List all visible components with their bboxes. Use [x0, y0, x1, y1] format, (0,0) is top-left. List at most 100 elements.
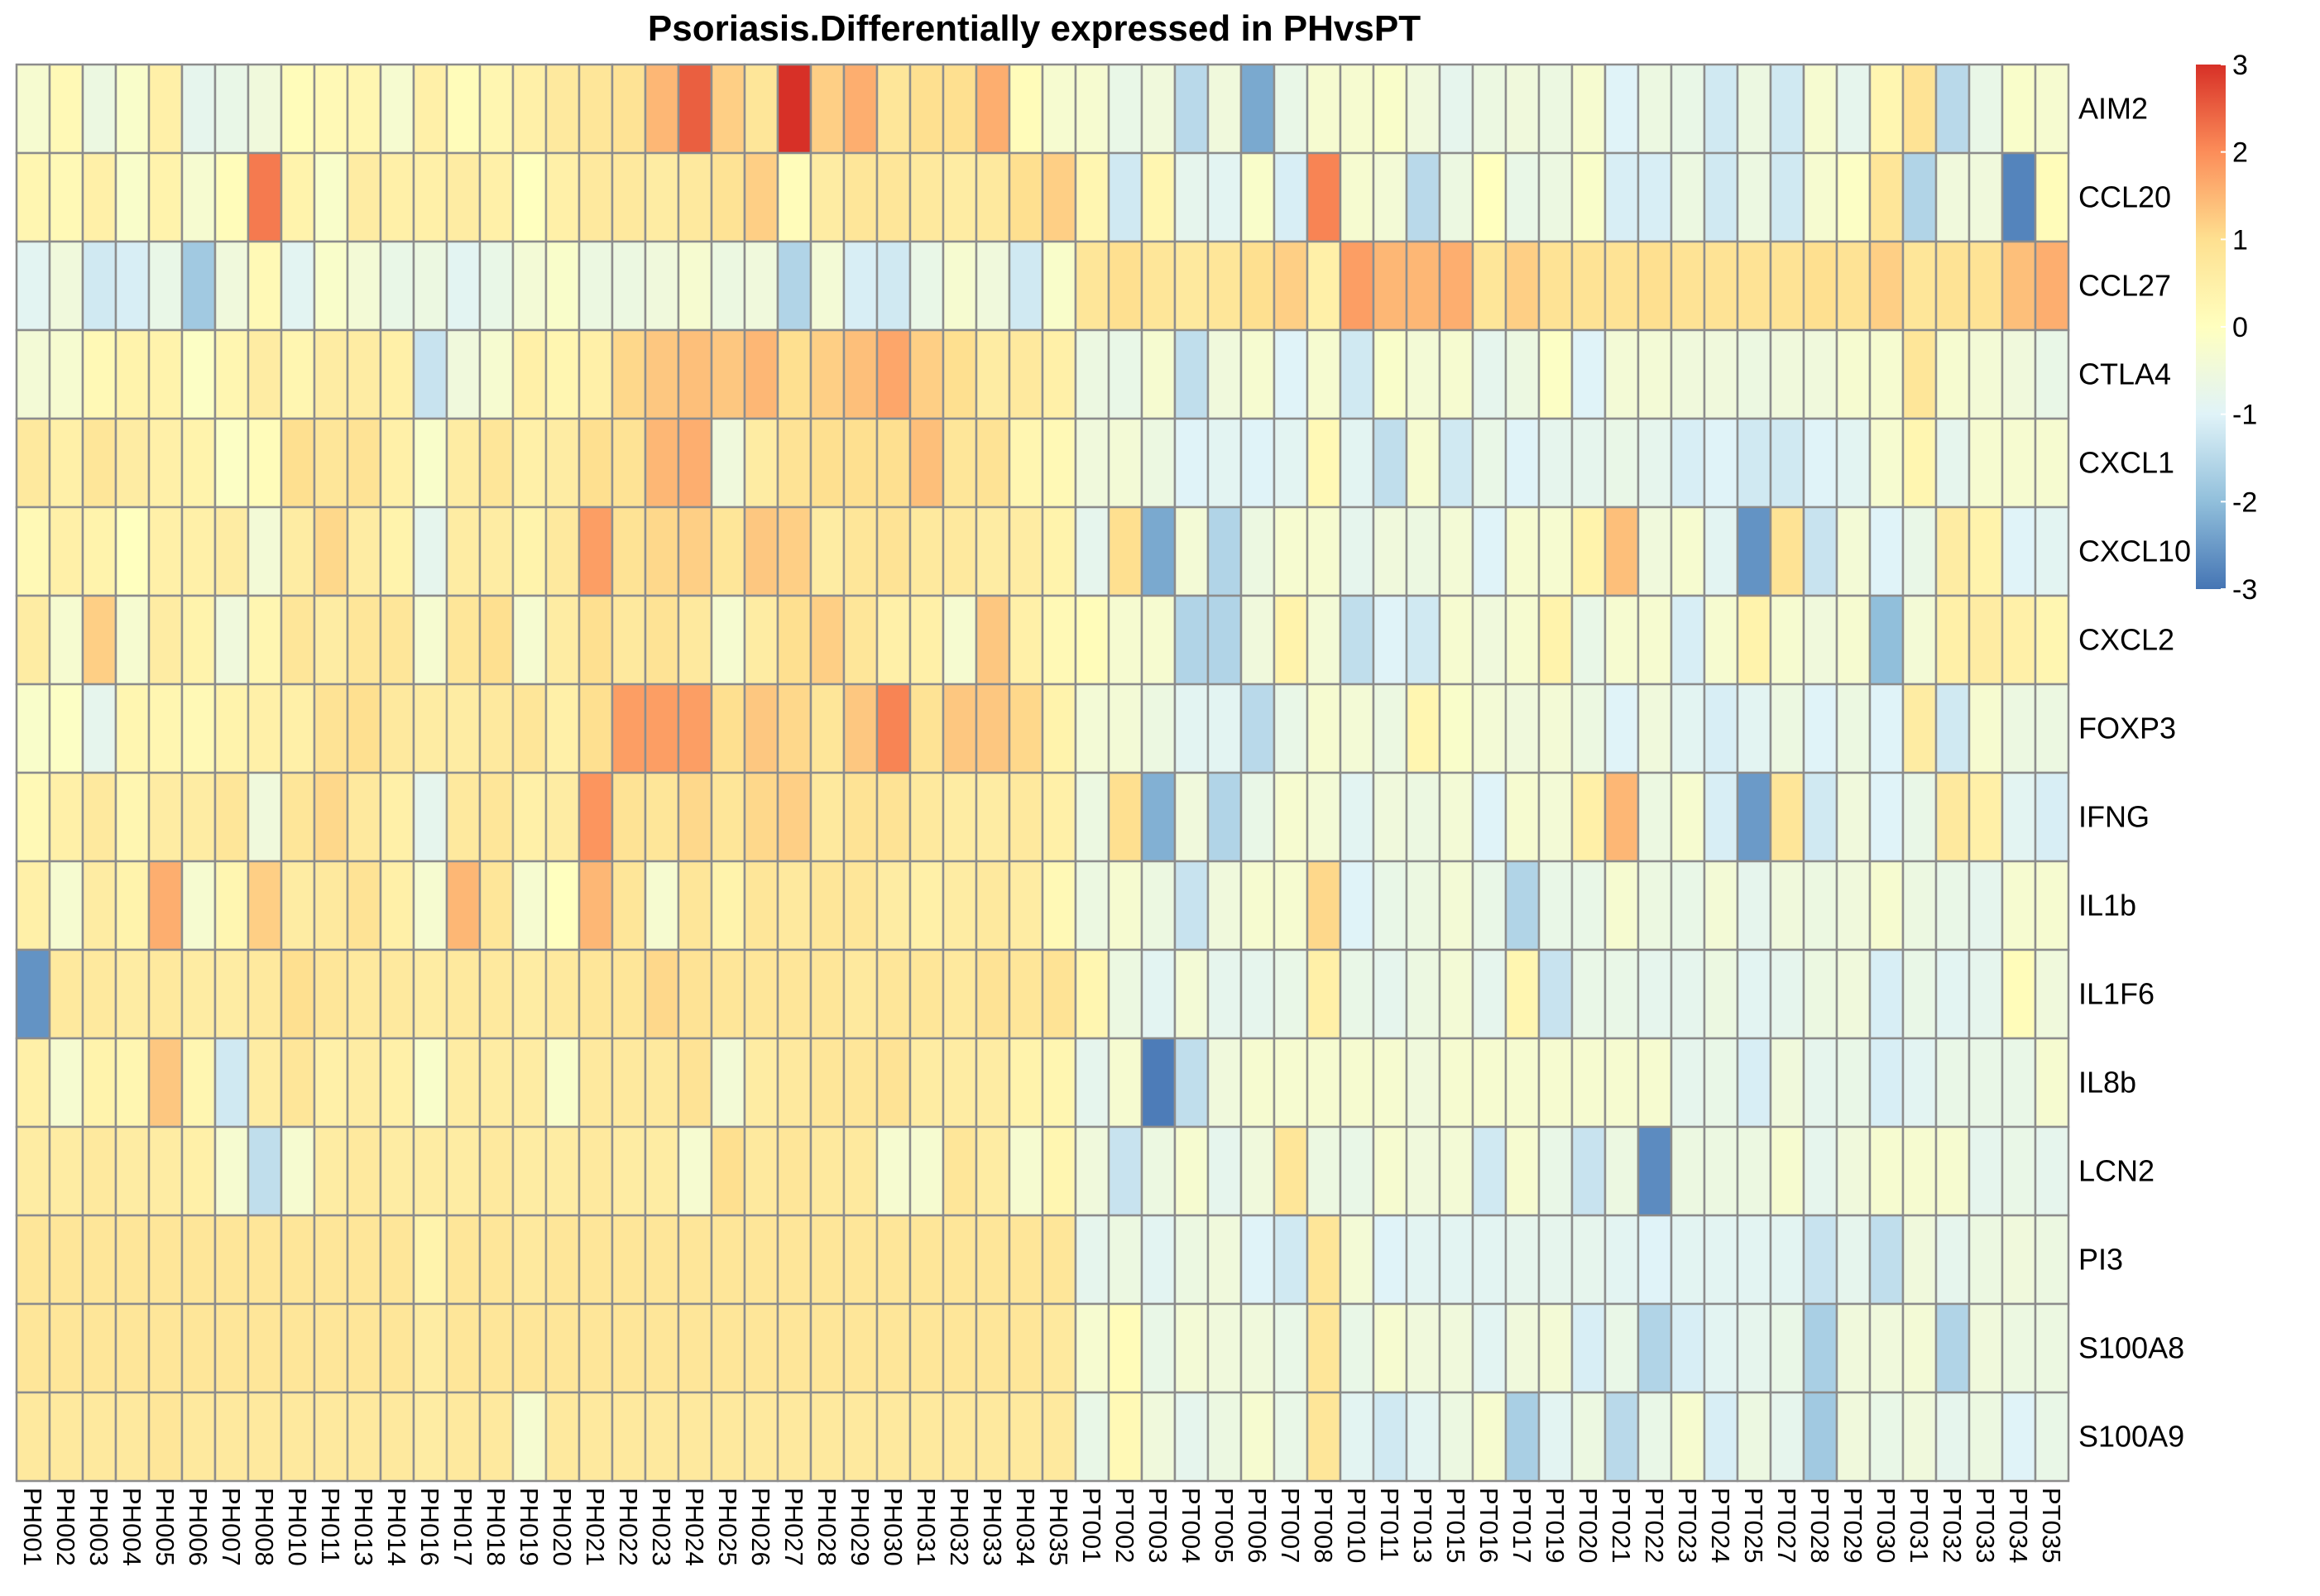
heatmap-cell [1637, 1037, 1673, 1129]
heatmap-cell [1835, 1125, 1872, 1217]
column-label: PT021 [1607, 1488, 1636, 1563]
heatmap-cell [611, 1391, 647, 1483]
heatmap-cell [677, 328, 713, 420]
heatmap-cell [776, 1037, 812, 1129]
heatmap-cell [1802, 63, 1838, 155]
heatmap-cell [2001, 860, 2037, 951]
heatmap-cell [1868, 860, 1905, 951]
heatmap-cell [1008, 1125, 1044, 1217]
heatmap-cell [114, 771, 151, 863]
heatmap-cell [1339, 417, 1375, 509]
heatmap-cell [1372, 683, 1408, 774]
heatmap-cell [1206, 1037, 1243, 1129]
heatmap-cell [280, 1125, 316, 1217]
heatmap-cell [875, 683, 912, 774]
heatmap-cell [213, 594, 250, 686]
row-labels: AIM2 CCL20 CCL27 CTLA4 CXCL1 CXCL10 CXCL2 FOXP3… [2078, 92, 2191, 1454]
column-label: PH024 [680, 1488, 709, 1566]
heatmap-cell [478, 151, 515, 243]
heatmap-cell [1041, 1037, 1077, 1129]
heatmap-cell [908, 1302, 945, 1394]
heatmap-cell [445, 328, 482, 420]
heatmap-cell [412, 771, 448, 863]
heatmap-cell [1140, 1037, 1177, 1129]
heatmap-cell [1206, 506, 1243, 597]
heatmap-cell [710, 240, 746, 332]
heatmap-cell [412, 1214, 448, 1306]
heatmap-cell [1802, 1214, 1838, 1306]
heatmap-cell [1339, 683, 1375, 774]
heatmap-cell [578, 151, 614, 243]
heatmap-cell [280, 506, 316, 597]
heatmap-cell [147, 1302, 184, 1394]
heatmap-cell [1769, 63, 1805, 155]
heatmap-cell [776, 683, 812, 774]
heatmap-cell [1339, 1037, 1375, 1129]
heatmap-cell [1736, 417, 1772, 509]
heatmap-cell [114, 594, 151, 686]
heatmap-cell [1504, 328, 1541, 420]
heatmap-cell [1570, 63, 1607, 155]
heatmap-cell [1901, 771, 1938, 863]
heatmap-cell [48, 63, 84, 155]
heatmap-cell [1703, 328, 1739, 420]
heatmap-cell [1107, 771, 1143, 863]
column-label: PH028 [812, 1488, 841, 1566]
heatmap-cell [809, 1125, 846, 1217]
heatmap-cell [975, 1125, 1011, 1217]
heatmap-cell [1074, 683, 1110, 774]
color-legend: 3 2 1 0 -1 -2 -3 [2196, 50, 2257, 606]
heatmap-cell [1206, 1302, 1243, 1394]
chart-title: Psoriasis.Differentially expressed in PH… [647, 8, 1421, 49]
heatmap-cell [445, 1302, 482, 1394]
heatmap-cell [1372, 860, 1408, 951]
heatmap-cell [875, 63, 912, 155]
column-label: PH029 [846, 1488, 875, 1566]
heatmap-cell [1206, 683, 1243, 774]
heatmap-cell [1173, 1391, 1210, 1483]
heatmap-cell [313, 1302, 349, 1394]
heatmap-cell [280, 1391, 316, 1483]
heatmap-cell [114, 1302, 151, 1394]
heatmap-cell [908, 506, 945, 597]
heatmap-cell [1901, 1391, 1938, 1483]
heatmap-cell [743, 1214, 779, 1306]
column-label: PH033 [978, 1488, 1007, 1566]
heatmap-cell [379, 1302, 415, 1394]
heatmap-cell [942, 240, 978, 332]
heatmap-cell [975, 506, 1011, 597]
heatmap-cell [1637, 771, 1673, 863]
heatmap-cell [1736, 151, 1772, 243]
heatmap-cell [1438, 151, 1474, 243]
heatmap-cell [1438, 1214, 1474, 1306]
heatmap-cell [213, 771, 250, 863]
heatmap-cell [1736, 506, 1772, 597]
heatmap-cell [1835, 683, 1872, 774]
heatmap-cell [213, 1214, 250, 1306]
heatmap-cell [1339, 1391, 1375, 1483]
heatmap-cell [1537, 63, 1574, 155]
heatmap-cell [1802, 417, 1838, 509]
heatmap-cell [809, 1214, 846, 1306]
heatmap-cell [1670, 1125, 1706, 1217]
heatmap-cell [1703, 1125, 1739, 1217]
heatmap-cell [280, 417, 316, 509]
heatmap-cell [180, 771, 217, 863]
heatmap-cell [1239, 417, 1276, 509]
heatmap-cell [1471, 240, 1508, 332]
heatmap-cell [1670, 860, 1706, 951]
column-label: PT010 [1342, 1488, 1371, 1563]
heatmap-cell [1802, 151, 1838, 243]
heatmap-cell [213, 1037, 250, 1129]
heatmap-cell [147, 860, 184, 951]
heatmap-cell [743, 151, 779, 243]
heatmap-cell [1173, 594, 1210, 686]
heatmap-cell [677, 1391, 713, 1483]
heatmap-cell [478, 328, 515, 420]
heatmap-cell [544, 860, 581, 951]
heatmap-cell [1173, 771, 1210, 863]
heatmap-cell [1074, 417, 1110, 509]
heatmap-cell [180, 63, 217, 155]
heatmap-cell [313, 948, 349, 1040]
heatmap-cell [1372, 506, 1408, 597]
